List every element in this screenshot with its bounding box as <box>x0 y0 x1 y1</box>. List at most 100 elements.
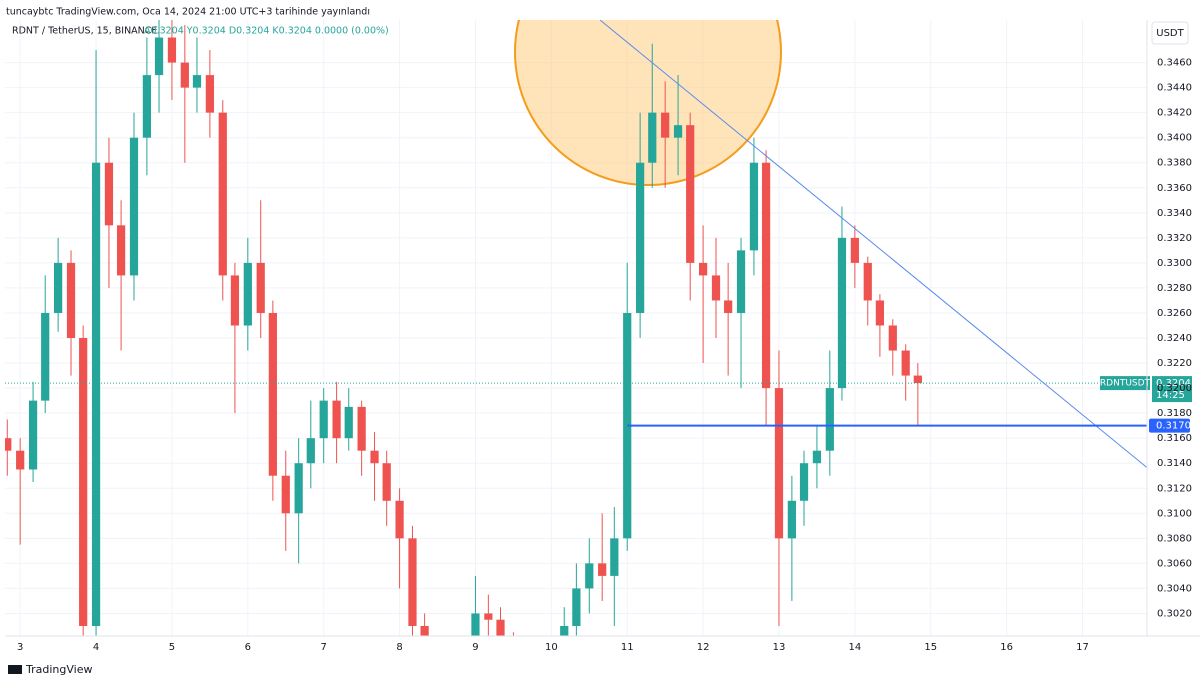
candle-body <box>319 400 328 439</box>
x-tick-label: 17 <box>1076 642 1089 653</box>
x-tick-label: 13 <box>773 642 786 653</box>
y-tick-label: 0.3060 <box>1157 558 1192 569</box>
x-tick-label: 12 <box>697 642 710 653</box>
candle-body <box>41 312 50 401</box>
symbol-title: RDNT / TetherUS, 15, BINANCE <box>12 26 157 37</box>
x-tick-label: 15 <box>924 642 937 653</box>
y-tick-label: 0.3020 <box>1157 608 1192 619</box>
candle-body <box>837 237 847 389</box>
candle-body <box>294 463 303 514</box>
y-tick-label: 0.3240 <box>1157 333 1192 344</box>
price-tag <box>1152 376 1192 403</box>
y-tick-label: 0.3160 <box>1157 433 1192 444</box>
candle-body <box>28 400 38 470</box>
x-tick-label: 16 <box>1000 642 1013 653</box>
y-tick-label: 0.3440 <box>1157 83 1192 94</box>
candle-body <box>306 438 315 464</box>
candle-body <box>799 463 809 501</box>
y-tick-label: 0.3120 <box>1157 483 1192 494</box>
published-note: tuncaybtc TradingView.com, Oca 14, 2024 … <box>6 7 370 18</box>
hline-tag <box>1149 418 1190 433</box>
candle-body <box>357 406 366 451</box>
candle-body <box>761 162 771 389</box>
y-tick-label: 0.3080 <box>1157 533 1192 544</box>
y-tick-label: 0.3220 <box>1157 358 1192 369</box>
candle-body <box>888 325 897 351</box>
candle-body <box>116 225 126 276</box>
y-tick-label: 0.3100 <box>1157 508 1192 519</box>
candle-body <box>382 463 391 501</box>
y-tick-label: 0.3320 <box>1157 233 1192 244</box>
candle-body <box>420 625 429 636</box>
candle-body <box>636 162 645 313</box>
candle-body <box>825 388 834 451</box>
candle-body <box>268 312 277 476</box>
candle-body <box>711 275 721 301</box>
candle-body <box>901 350 910 376</box>
candle-body <box>91 162 101 626</box>
x-tick-label: 9 <box>472 642 478 653</box>
candle-body <box>154 37 164 76</box>
candle-body <box>256 262 265 313</box>
hline-label: 0.3170 <box>1156 421 1191 432</box>
currency[interactable]: USDT <box>1156 28 1184 39</box>
circle-drawing <box>514 20 782 186</box>
candle-body <box>661 112 670 138</box>
candle-body <box>395 500 404 539</box>
symbol-label: RDNTUSDT <box>1100 379 1151 389</box>
candle-body <box>54 262 63 313</box>
price-label: 0.3204 <box>1156 378 1191 389</box>
candle-body <box>648 112 657 163</box>
y-tick-label: 0.3400 <box>1157 133 1192 144</box>
x-tick-label: 6 <box>245 642 251 653</box>
candle-body <box>585 563 594 589</box>
candle-body <box>370 450 379 464</box>
candle-body <box>281 475 290 514</box>
y-tick-label: 0.3040 <box>1157 583 1192 594</box>
candle-body <box>192 75 202 88</box>
candle-body <box>243 262 252 326</box>
x-tick-label: 5 <box>169 642 175 653</box>
x-tick-label: 4 <box>93 642 99 653</box>
x-tick-label: 7 <box>321 642 327 653</box>
y-tick-label: 0.3280 <box>1157 283 1192 294</box>
countdown-label: 14:25 <box>1156 390 1185 401</box>
y-tick-label: 0.3420 <box>1157 108 1192 119</box>
ohlc-legend: A0.3204 Y0.3204 D0.3204 K0.3204 0.0000 (… <box>144 26 389 37</box>
candle-body <box>142 75 152 138</box>
candle-body <box>332 400 341 439</box>
candle-body <box>66 262 76 339</box>
candle-body <box>218 112 227 276</box>
y-tick-label: 0.3360 <box>1157 183 1192 194</box>
candle-body <box>104 162 114 226</box>
y-tick-label: 0.3200 <box>1157 383 1192 394</box>
y-tick-label: 0.3180 <box>1157 408 1192 419</box>
candle-body <box>484 613 493 620</box>
candle-body <box>344 406 353 439</box>
y-tick-label: 0.3340 <box>1157 208 1192 219</box>
x-tick-label: 8 <box>396 642 402 653</box>
y-tick-label: 0.3380 <box>1157 158 1192 169</box>
candle-body <box>863 262 872 301</box>
candle-body <box>496 619 505 636</box>
y-tick-label: 0.3140 <box>1157 458 1192 469</box>
candle-body <box>598 563 607 576</box>
x-tick-label: 10 <box>545 642 558 653</box>
candle-body <box>5 438 12 451</box>
x-tick-label: 3 <box>17 642 23 653</box>
candle-body <box>749 162 759 251</box>
y-tick-label: 0.3460 <box>1157 58 1192 69</box>
candle-body <box>560 625 569 636</box>
candle-body <box>812 450 822 464</box>
candle-body <box>610 538 619 576</box>
candle-body <box>913 375 922 384</box>
currency-button[interactable] <box>1151 21 1189 45</box>
x-tick-label: 14 <box>848 642 861 653</box>
y-tick-label: 0.3300 <box>1157 258 1192 269</box>
candle-body <box>686 125 695 263</box>
candle-body <box>724 300 733 313</box>
candle-body <box>471 613 480 636</box>
trend-line <box>599 20 1147 469</box>
candle-body <box>774 388 784 539</box>
